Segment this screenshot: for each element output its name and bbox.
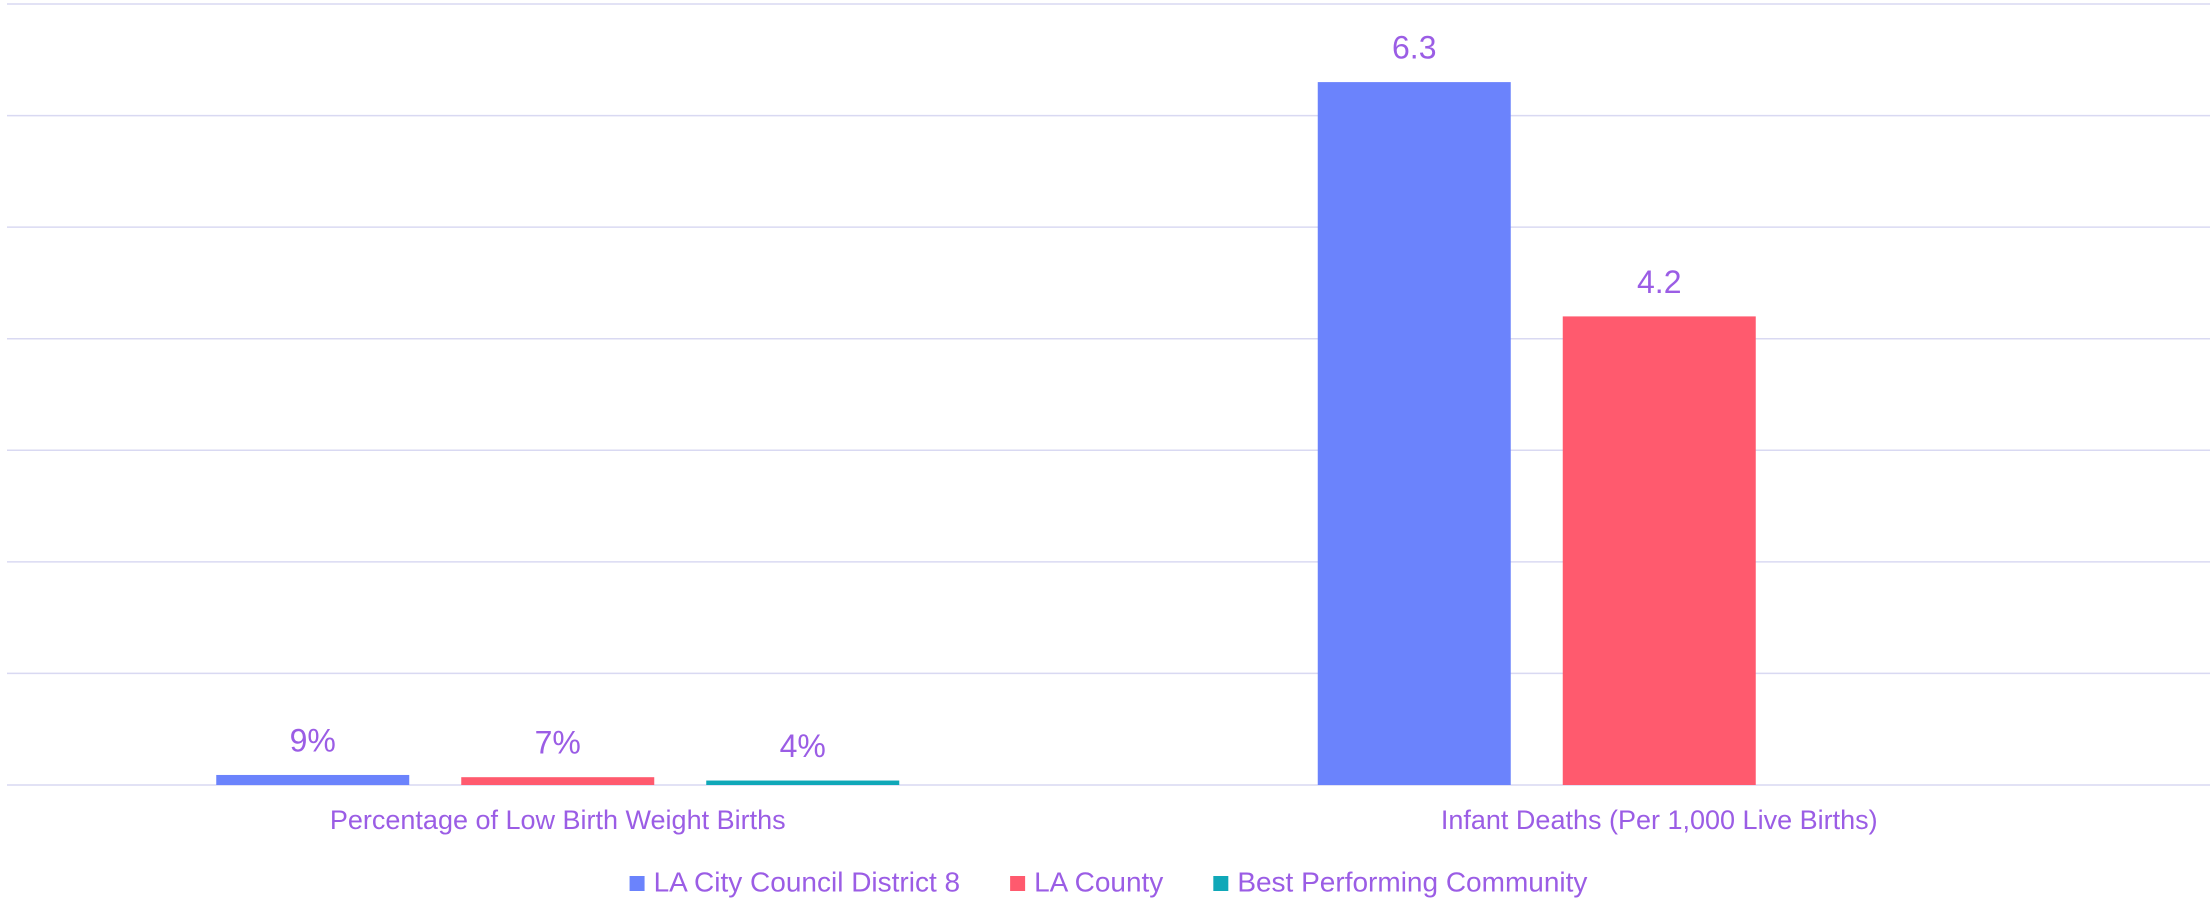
bar	[216, 774, 410, 785]
x-tick-label: Percentage of Low Birth Weight Births	[330, 805, 786, 835]
legend-swatch	[629, 876, 645, 891]
legend-label: Best Performing Community	[1237, 866, 1587, 897]
bar	[1317, 82, 1511, 786]
bar	[461, 777, 655, 785]
bar	[706, 780, 900, 785]
data-label: 4.2	[1637, 264, 1681, 300]
x-tick-label: Infant Deaths (Per 1,000 Live Births)	[1441, 805, 1878, 835]
legend-swatch	[1213, 876, 1229, 891]
data-label: 9%	[290, 722, 336, 758]
legend-label: LA County	[1034, 866, 1163, 897]
data-label: 7%	[535, 725, 581, 761]
bar	[1562, 316, 1756, 785]
data-label: 4%	[780, 728, 826, 764]
legend-swatch	[1010, 876, 1026, 891]
legend-label: LA City Council District 8	[654, 866, 961, 897]
data-label: 6.3	[1392, 30, 1436, 66]
